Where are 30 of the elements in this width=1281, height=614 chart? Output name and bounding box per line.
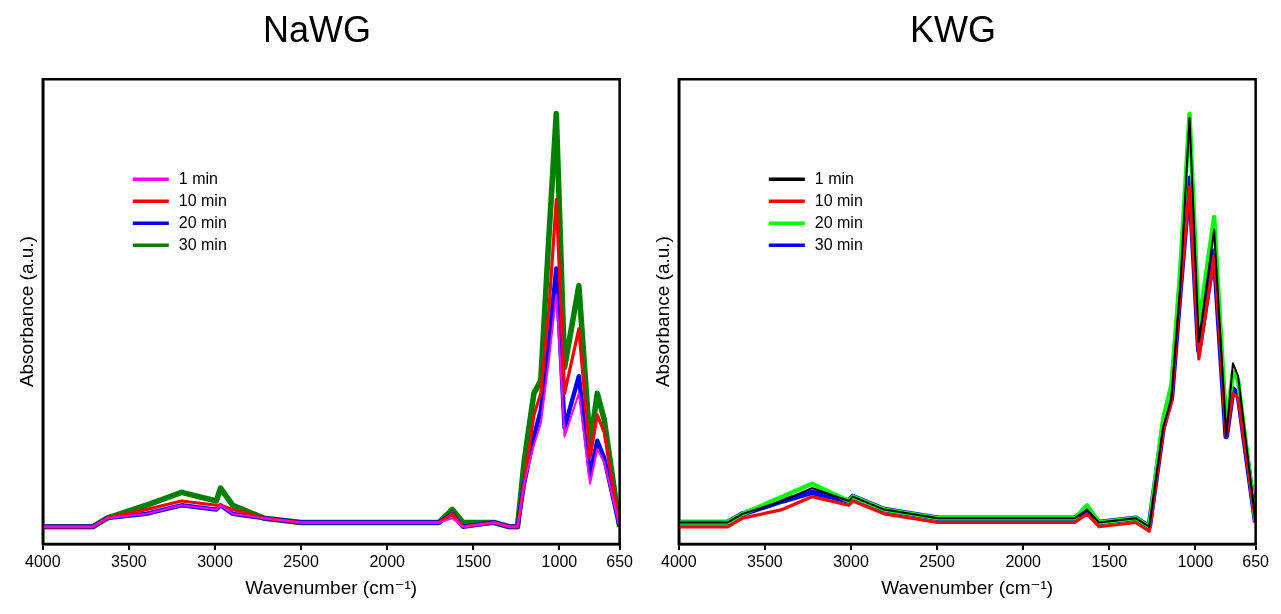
chart-title: NaWG	[263, 8, 371, 50]
x-axis-title: Wavenumber (cm⁻¹)	[245, 576, 418, 598]
chart-title: KWG	[910, 8, 996, 50]
legend-label: 1 min	[178, 169, 218, 187]
legend-label: 1 min	[814, 169, 854, 187]
x-tick-label: 2000	[1005, 553, 1042, 571]
y-axis-title: Absorbance (a.u.)	[15, 236, 37, 388]
x-tick-label: 1500	[455, 553, 492, 571]
x-tick-label: 1500	[1091, 553, 1128, 571]
x-axis-title: Wavenumber (cm⁻¹)	[881, 576, 1054, 598]
x-tick-label: 1000	[1177, 553, 1214, 571]
x-tick-label: 2500	[919, 553, 955, 571]
x-tick-label: 3500	[111, 553, 147, 571]
legend-label: 20 min	[178, 213, 227, 231]
legend-label: 30 min	[178, 235, 227, 253]
y-axis-title: Absorbance (a.u.)	[651, 236, 673, 388]
x-tick-label: 2000	[369, 553, 406, 571]
x-tick-label: 650	[606, 553, 634, 571]
x-tick-label: 3500	[747, 553, 783, 571]
legend-label: 10 min	[814, 191, 863, 209]
legend-label: 10 min	[178, 191, 227, 209]
x-tick-label: 3000	[197, 553, 233, 571]
x-tick-label: 650	[1242, 553, 1270, 571]
x-tick-label: 1000	[541, 553, 578, 571]
x-tick-label: 3000	[833, 553, 869, 571]
legend-label: 30 min	[814, 235, 863, 253]
x-tick-label: 4000	[661, 553, 697, 571]
x-tick-label: 4000	[25, 553, 61, 571]
x-tick-label: 2500	[283, 553, 319, 571]
legend-label: 20 min	[814, 213, 863, 231]
